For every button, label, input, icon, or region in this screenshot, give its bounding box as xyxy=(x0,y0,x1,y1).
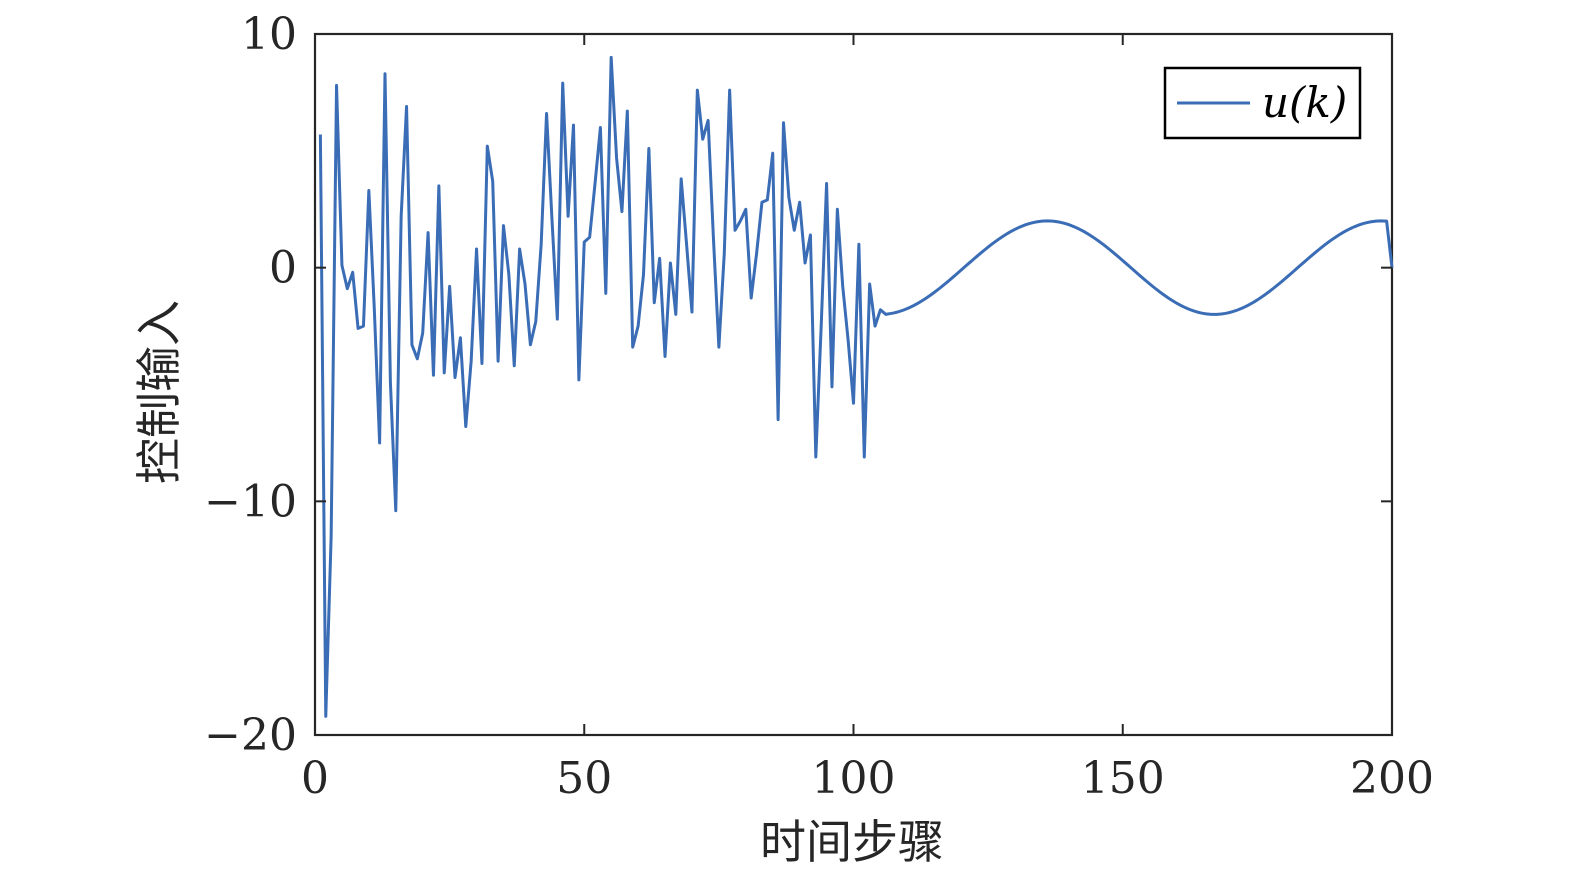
x-tick-label: 50 xyxy=(556,753,612,804)
legend: u(k) xyxy=(1163,66,1362,140)
x-axis-title: 时间步骤 xyxy=(760,815,944,869)
legend-label: u(k) xyxy=(1262,78,1347,127)
y-tick-label: −20 xyxy=(204,710,297,761)
y-tick-label: −10 xyxy=(204,476,297,527)
y-tick-label: 10 xyxy=(241,9,297,60)
y-axis-title: 控制输入 xyxy=(132,300,186,484)
y-tick-label: 0 xyxy=(269,243,297,294)
x-tick-label: 0 xyxy=(301,753,329,804)
x-tick-label: 200 xyxy=(1350,753,1434,804)
series-line-1 xyxy=(318,55,1394,718)
x-tick-label: 150 xyxy=(1081,753,1165,804)
legend-box xyxy=(1163,66,1362,140)
x-tick-label: 100 xyxy=(812,753,896,804)
